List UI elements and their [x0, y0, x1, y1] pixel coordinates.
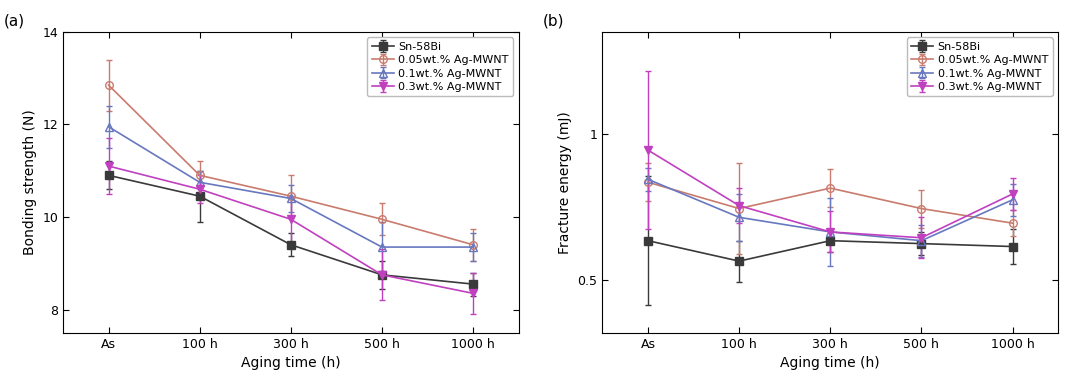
- Legend: Sn-58Bi, 0.05wt.% Ag-MWNT, 0.1wt.% Ag-MWNT, 0.3wt.% Ag-MWNT: Sn-58Bi, 0.05wt.% Ag-MWNT, 0.1wt.% Ag-MW…: [367, 37, 513, 96]
- Text: (a): (a): [3, 14, 25, 29]
- X-axis label: Aging time (h): Aging time (h): [241, 356, 341, 370]
- Legend: Sn-58Bi, 0.05wt.% Ag-MWNT, 0.1wt.% Ag-MWNT, 0.3wt.% Ag-MWNT: Sn-58Bi, 0.05wt.% Ag-MWNT, 0.1wt.% Ag-MW…: [907, 37, 1053, 96]
- Y-axis label: Fracture energy (mJ): Fracture energy (mJ): [559, 111, 572, 254]
- Text: (b): (b): [544, 14, 565, 29]
- X-axis label: Aging time (h): Aging time (h): [780, 356, 880, 370]
- Y-axis label: Bonding strength (N): Bonding strength (N): [23, 109, 36, 255]
